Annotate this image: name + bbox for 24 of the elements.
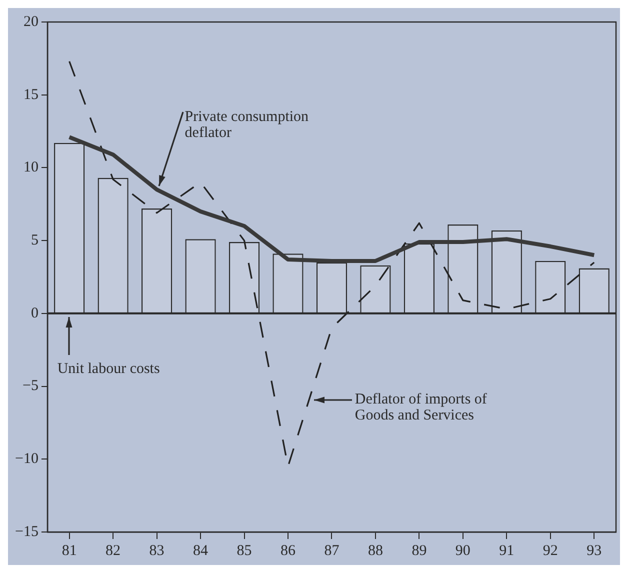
annotation: Private consumption deflator — [184, 109, 310, 142]
x-tick-label: 85 — [236, 542, 252, 559]
x-tick-label: 87 — [324, 542, 340, 559]
y-tick-label: −5 — [22, 378, 38, 394]
x-tick-label: 93 — [586, 542, 602, 559]
y-tick-label: 5 — [30, 232, 38, 249]
x-tick-label: 90 — [455, 542, 470, 559]
annotation: Unit labour costs — [57, 360, 160, 377]
x-tick-label: 91 — [499, 542, 514, 559]
x-tick-label: 86 — [280, 542, 296, 559]
y-tick-label: 15 — [23, 86, 38, 103]
x-tick-label: 88 — [368, 542, 383, 559]
annotation: Deflator of imports of Goods and Services — [354, 391, 487, 424]
x-tick-label: 83 — [149, 542, 164, 559]
y-tick-label: −10 — [14, 451, 38, 468]
y-tick-label: 20 — [23, 14, 38, 30]
x-tick-label: 89 — [412, 542, 427, 559]
y-tick-label: 0 — [30, 305, 38, 322]
x-tick-label: 81 — [62, 542, 77, 559]
x-tick-label: 92 — [542, 542, 558, 559]
x-tick-label: 82 — [106, 542, 121, 559]
x-tick-label: 84 — [193, 542, 209, 559]
y-tick-label: 10 — [23, 160, 38, 176]
y-tick-label: −15 — [14, 524, 38, 540]
